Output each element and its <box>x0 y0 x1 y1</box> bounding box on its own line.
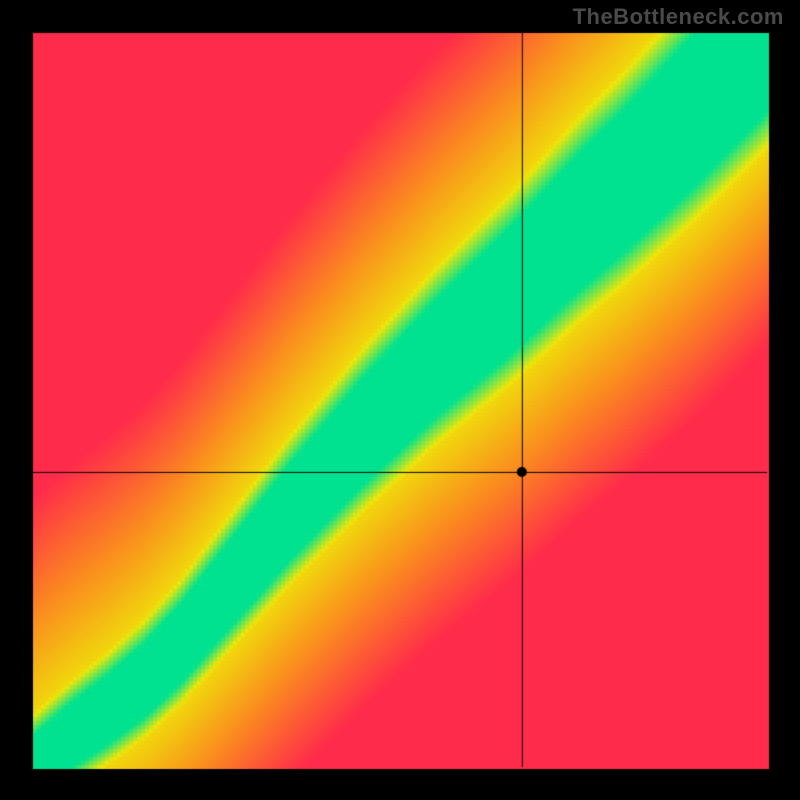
watermark-text: TheBottleneck.com <box>573 4 784 30</box>
bottleneck-heatmap-canvas <box>0 0 800 800</box>
chart-stage: TheBottleneck.com <box>0 0 800 800</box>
